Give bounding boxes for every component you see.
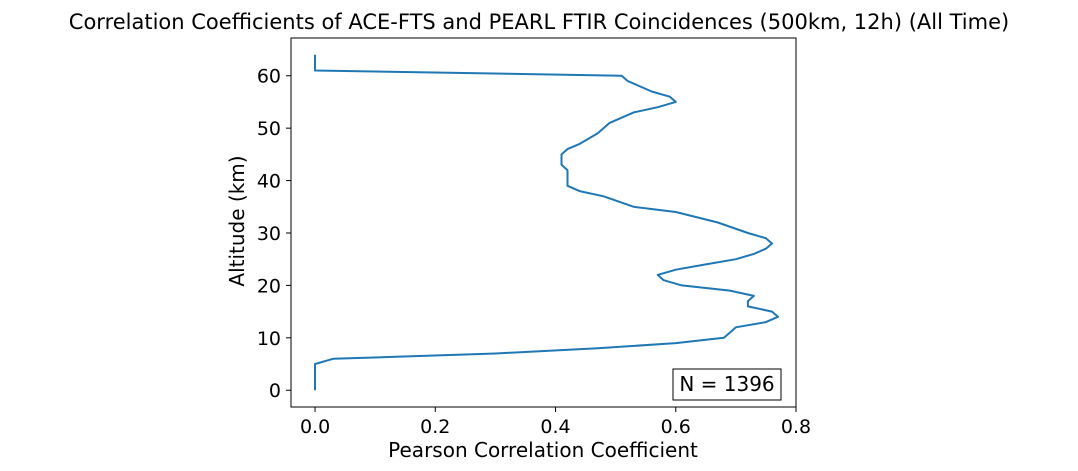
y-tick-label: 60 (257, 66, 281, 88)
chart-title: Correlation Coefficients of ACE-FTS and … (69, 10, 1009, 34)
annotation-box: N = 1396 (672, 368, 782, 401)
y-axis: 0 10 20 30 40 50 60 (257, 66, 291, 402)
data-line (314, 54, 779, 391)
x-tick-label: 0.0 (300, 416, 330, 438)
x-tick-label: 0.4 (540, 416, 570, 438)
x-tick-label: 0.8 (781, 416, 811, 438)
plot-area (314, 54, 779, 391)
x-tick-label: 0.2 (420, 416, 450, 438)
y-tick-label: 20 (257, 275, 281, 297)
annotation-text: N = 1396 (679, 372, 774, 396)
y-tick-label: 50 (257, 118, 281, 140)
axes-frame (290, 37, 797, 408)
x-tick-label: 0.6 (661, 416, 691, 438)
annotation-frame (672, 368, 782, 401)
y-tick-label: 30 (257, 223, 281, 245)
y-tick-label: 40 (257, 171, 281, 193)
x-axis-label: Pearson Correlation Coefficient (388, 438, 698, 462)
x-axis: 0.0 0.2 0.4 0.6 0.8 (300, 407, 811, 438)
y-axis-label: Altitude (km) (225, 155, 249, 286)
y-tick-label: 0 (269, 380, 281, 402)
y-tick-label: 10 (257, 328, 281, 350)
